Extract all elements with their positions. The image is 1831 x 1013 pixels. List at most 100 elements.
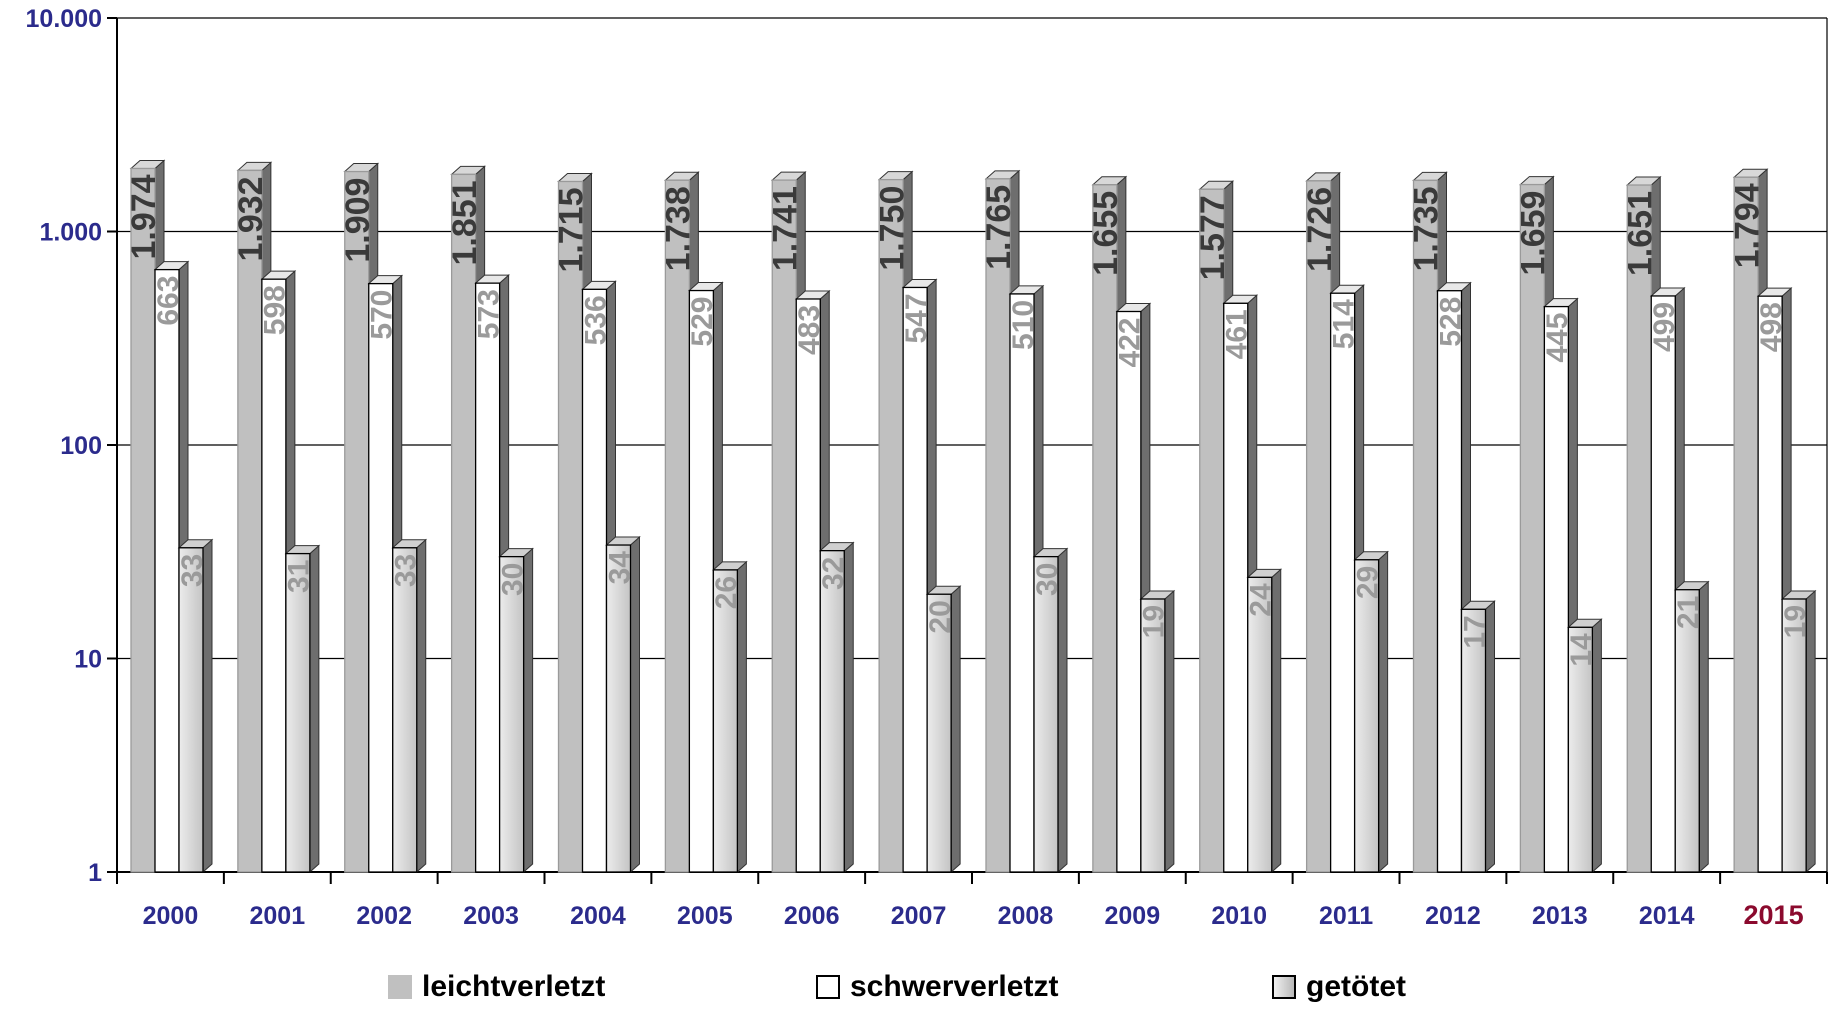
bar-side <box>630 535 640 874</box>
bar-front <box>1460 608 1487 873</box>
legend-label-schwerverletzt: schwerverletzt <box>850 970 1059 1003</box>
data-label: 33 <box>390 554 423 587</box>
bar-front <box>1199 188 1225 873</box>
x-tick-label: 2002 <box>356 902 412 930</box>
bar-front <box>1009 293 1035 873</box>
data-label: 663 <box>152 276 185 326</box>
bar-front <box>1626 184 1652 873</box>
bar <box>1460 600 1496 874</box>
x-tick-label: 2012 <box>1425 902 1481 930</box>
bar-front <box>819 550 845 873</box>
data-label: 461 <box>1221 309 1254 359</box>
data-label: 30 <box>1031 563 1064 596</box>
bar-side <box>202 538 213 874</box>
x-tick-label: 2011 <box>1319 902 1373 930</box>
bar-front <box>1223 302 1249 873</box>
data-label: 1.750 <box>873 186 911 271</box>
bar-front <box>1436 290 1463 873</box>
data-label: 1.909 <box>339 178 377 263</box>
bar-front <box>1650 295 1676 873</box>
bar-front <box>605 544 632 873</box>
bar <box>1780 589 1817 874</box>
data-label: 499 <box>1648 302 1681 352</box>
x-tick-label: 2004 <box>570 902 626 930</box>
data-label: 33 <box>176 554 209 587</box>
bar-front <box>985 178 1011 873</box>
data-label: 32 <box>817 557 850 590</box>
bar-front <box>557 180 584 873</box>
legend-label-getoetet: getötet <box>1306 970 1406 1003</box>
bar-front <box>1781 598 1807 873</box>
x-tick-label: 2005 <box>677 902 733 930</box>
bar-front <box>392 547 418 873</box>
x-tick-label: 2015 <box>1744 900 1804 930</box>
data-label: 1.577 <box>1194 195 1232 280</box>
bar-side <box>416 538 427 874</box>
bar <box>1756 287 1793 874</box>
data-label: 1.974 <box>125 174 163 259</box>
bar-front <box>795 298 821 873</box>
bar-front <box>474 282 501 873</box>
data-label: 26 <box>710 576 743 609</box>
x-tick-label: 2010 <box>1211 902 1267 930</box>
x-tick-label: 2013 <box>1532 902 1588 930</box>
bar-side <box>309 544 320 874</box>
data-label: 547 <box>900 293 933 343</box>
y-tick-label: 100 <box>60 432 102 460</box>
bar-front <box>581 288 608 873</box>
data-label: 536 <box>579 295 612 345</box>
bar-front <box>1247 576 1273 873</box>
data-label: 510 <box>1007 300 1040 350</box>
x-tick-label: 2014 <box>1639 902 1695 930</box>
x-tick-label: 2001 <box>250 902 306 930</box>
data-label: 528 <box>1434 297 1467 347</box>
bar-front <box>1140 598 1166 873</box>
y-tick-label: 1 <box>88 859 102 887</box>
data-labels: 1.974 663 33 1.932 598 31 1.909 570 33 1.851 573 30… <box>125 174 1812 666</box>
data-label: 1.726 <box>1301 187 1339 272</box>
bar-front <box>1412 179 1439 873</box>
bar-side <box>523 547 534 874</box>
bar-front <box>1519 183 1546 873</box>
bar-front <box>664 179 691 873</box>
bar <box>1032 547 1069 874</box>
data-label: 1.765 <box>980 185 1018 270</box>
bar <box>284 544 321 874</box>
data-label: 1.738 <box>660 186 698 271</box>
bar-front <box>498 555 525 873</box>
bar-front <box>130 167 156 873</box>
data-label: 1.715 <box>553 187 591 272</box>
data-label: 529 <box>686 297 719 347</box>
data-label: 14 <box>1565 633 1598 667</box>
bar <box>688 281 724 874</box>
data-label: 498 <box>1755 302 1788 352</box>
bar <box>177 538 214 874</box>
bar <box>901 278 938 874</box>
bar-front <box>285 552 311 873</box>
bar-front <box>712 569 739 873</box>
bar-front <box>450 173 477 873</box>
bar <box>1567 618 1603 874</box>
x-tick-label: 2000 <box>143 902 199 930</box>
bar <box>1673 580 1710 874</box>
bar-front <box>771 179 797 873</box>
bar-front <box>688 289 715 873</box>
data-label: 1.735 <box>1408 186 1446 271</box>
bar-front <box>1353 559 1380 873</box>
bar-front <box>902 286 928 873</box>
data-label: 29 <box>1351 566 1384 599</box>
bar-front <box>237 169 263 873</box>
x-tick-label: 2003 <box>463 902 519 930</box>
data-label: 445 <box>1541 313 1574 363</box>
bar-front <box>344 170 370 873</box>
data-label: 17 <box>1458 615 1491 648</box>
legend-swatch-leichtverletzt <box>388 975 412 999</box>
legend-item-leichtverletzt: leichtverletzt <box>388 970 605 1004</box>
data-label: 514 <box>1327 299 1360 349</box>
bar-front <box>1116 310 1142 873</box>
data-label: 483 <box>793 305 826 355</box>
bar <box>818 541 855 874</box>
legend-item-schwerverletzt: schwerverletzt <box>816 970 1058 1004</box>
bar-front <box>1305 180 1332 873</box>
